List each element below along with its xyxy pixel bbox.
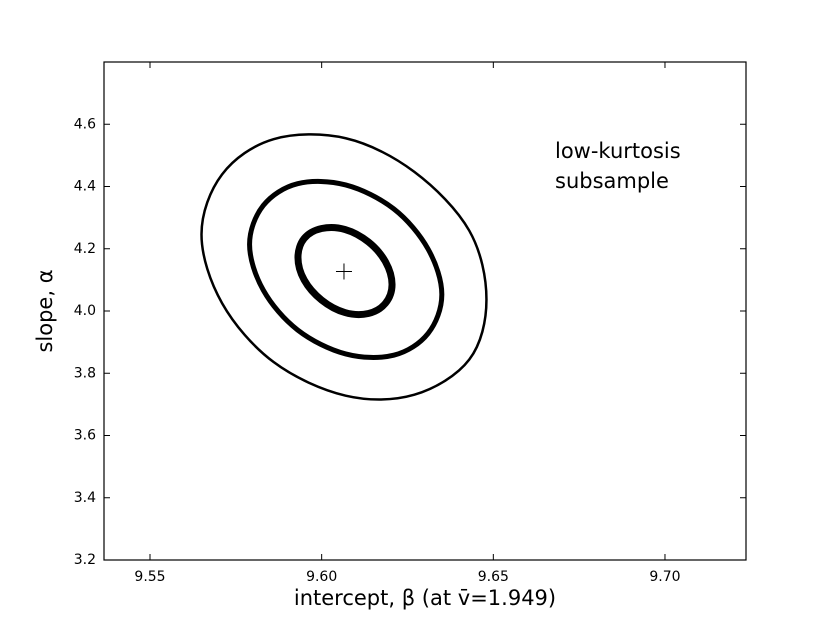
x-tick-label: 9.60 xyxy=(306,569,337,585)
annotation: low-kurtosis xyxy=(555,139,681,163)
x-tick-label: 9.55 xyxy=(134,569,165,585)
x-axis-label: intercept, β (at v̄=1.949) xyxy=(294,586,556,610)
y-tick-label: 4.0 xyxy=(74,303,96,319)
annotation: subsample xyxy=(555,169,669,193)
y-tick-label: 4.6 xyxy=(74,116,96,132)
y-tick-label: 3.2 xyxy=(74,552,96,568)
contour-line xyxy=(294,224,396,318)
contour-line xyxy=(247,178,445,360)
x-tick-label: 9.70 xyxy=(649,569,680,585)
plot-frame xyxy=(103,61,747,561)
y-tick-label: 3.8 xyxy=(74,365,96,381)
x-tick-label: 9.65 xyxy=(478,569,509,585)
y-tick-label: 3.4 xyxy=(74,490,96,506)
y-tick-label: 4.2 xyxy=(74,241,96,257)
y-tick-label: 4.4 xyxy=(74,179,96,195)
contour-line xyxy=(200,133,488,401)
y-tick-label: 3.6 xyxy=(74,428,96,444)
y-axis-label: slope, α xyxy=(33,269,57,352)
center-marker xyxy=(335,263,352,280)
